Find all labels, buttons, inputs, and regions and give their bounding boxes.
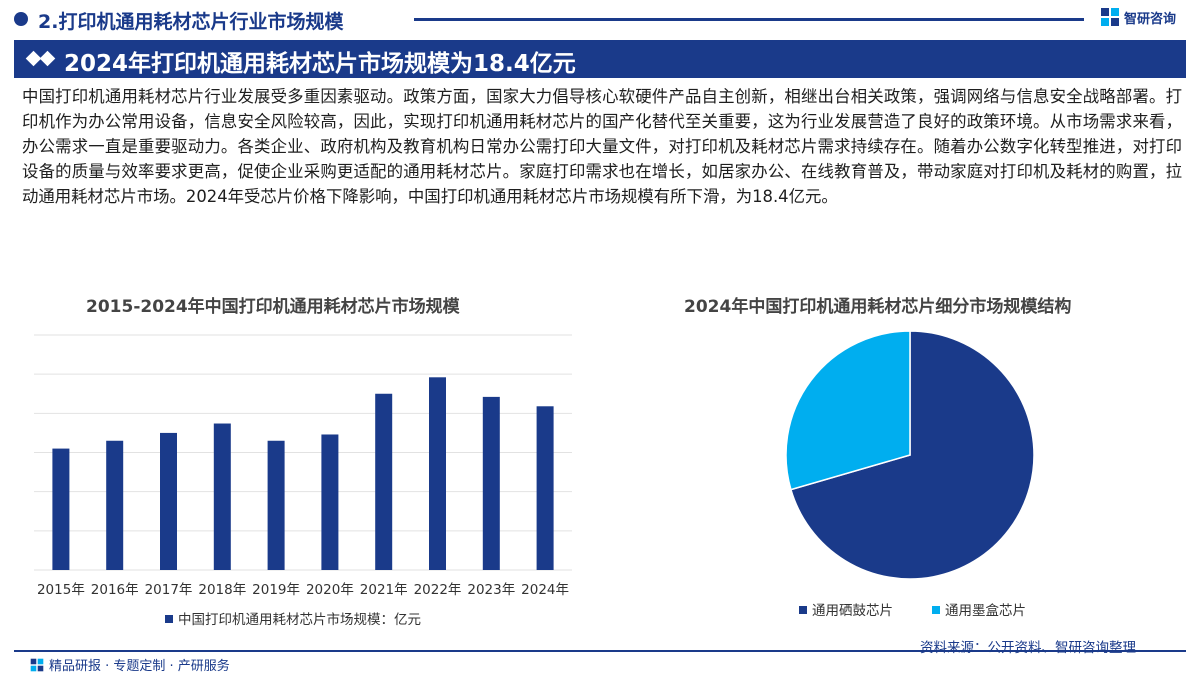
- footer-logo-icon: [30, 658, 44, 671]
- bar: [160, 432, 177, 570]
- brand-logo-icon: [1101, 8, 1119, 26]
- legend-label: 通用墨盒芯片: [945, 602, 1026, 619]
- x-tick-label: 2022年: [414, 582, 462, 598]
- section-title: 2.打印机通用耗材芯片行业市场规模: [38, 11, 344, 33]
- x-tick-label: 2020年: [306, 582, 354, 598]
- pie-slice: [785, 330, 911, 491]
- legend-swatch: [932, 606, 940, 614]
- bar: [429, 377, 446, 570]
- x-tick-label: 2016年: [91, 582, 139, 598]
- bar-chart-title: 2015-2024年中国打印机通用耗材芯片市场规模: [86, 297, 460, 317]
- brand: 智研咨询: [1100, 7, 1176, 27]
- x-tick-label: 2023年: [467, 582, 515, 598]
- header-rule: [414, 18, 1084, 21]
- bar: [267, 440, 285, 570]
- section-header: 2.打印机通用耗材芯片行业市场规模 智研咨询: [0, 0, 1200, 40]
- bar-chart: 2015年 2016年 2017年 2018年 2019年 2020年 2021年 2022年…: [34, 334, 572, 628]
- diamond-icon: [39, 50, 56, 67]
- body-paragraph: 中国打印机通用耗材芯片行业发展受多重因素驱动。政策方面，国家大力倡导核心软硬件产…: [22, 87, 1182, 206]
- x-tick-label: 2024年: [521, 582, 569, 598]
- x-tick-label: 2017年: [145, 582, 193, 598]
- legend-swatch: [799, 606, 807, 614]
- brand-name: 智研咨询: [1124, 11, 1177, 27]
- legend-label: 通用硒鼓芯片: [812, 603, 893, 619]
- pie-slice: [789, 330, 1035, 580]
- section-dot-icon: [14, 12, 28, 26]
- legend-swatch: [165, 615, 173, 623]
- footer-tagline-group: 精品研报 · 专题定制 · 产研服务: [30, 655, 230, 674]
- bar: [213, 423, 231, 570]
- x-tick-label: 2015年: [37, 582, 85, 598]
- footer-tagline: 精品研报 · 专题定制 · 产研服务: [49, 659, 230, 674]
- x-tick-label: 2021年: [360, 582, 408, 598]
- bar: [482, 396, 500, 570]
- headline: 2024年打印机通用耗材芯片市场规模为18.4亿元: [64, 51, 576, 77]
- x-tick-label: 2018年: [198, 582, 246, 598]
- bar: [52, 448, 70, 570]
- headline-banner: 2024年打印机通用耗材芯片市场规模为18.4亿元: [14, 40, 1186, 78]
- pie-chart: 通用硒鼓芯片 通用墨盒芯片: [785, 330, 1035, 619]
- bar: [321, 434, 339, 570]
- bar: [536, 406, 554, 570]
- legend-label: 中国打印机通用耗材芯片市场规模：亿元: [178, 611, 421, 628]
- bar: [106, 440, 124, 570]
- pie-chart-title: 2024年中国打印机通用耗材芯片细分市场规模结构: [684, 297, 1072, 317]
- source-note: 资料来源：公开资料、智研咨询整理: [920, 640, 1136, 656]
- bar: [375, 393, 393, 570]
- x-tick-label: 2019年: [252, 582, 300, 598]
- footer-rule: [14, 650, 1186, 652]
